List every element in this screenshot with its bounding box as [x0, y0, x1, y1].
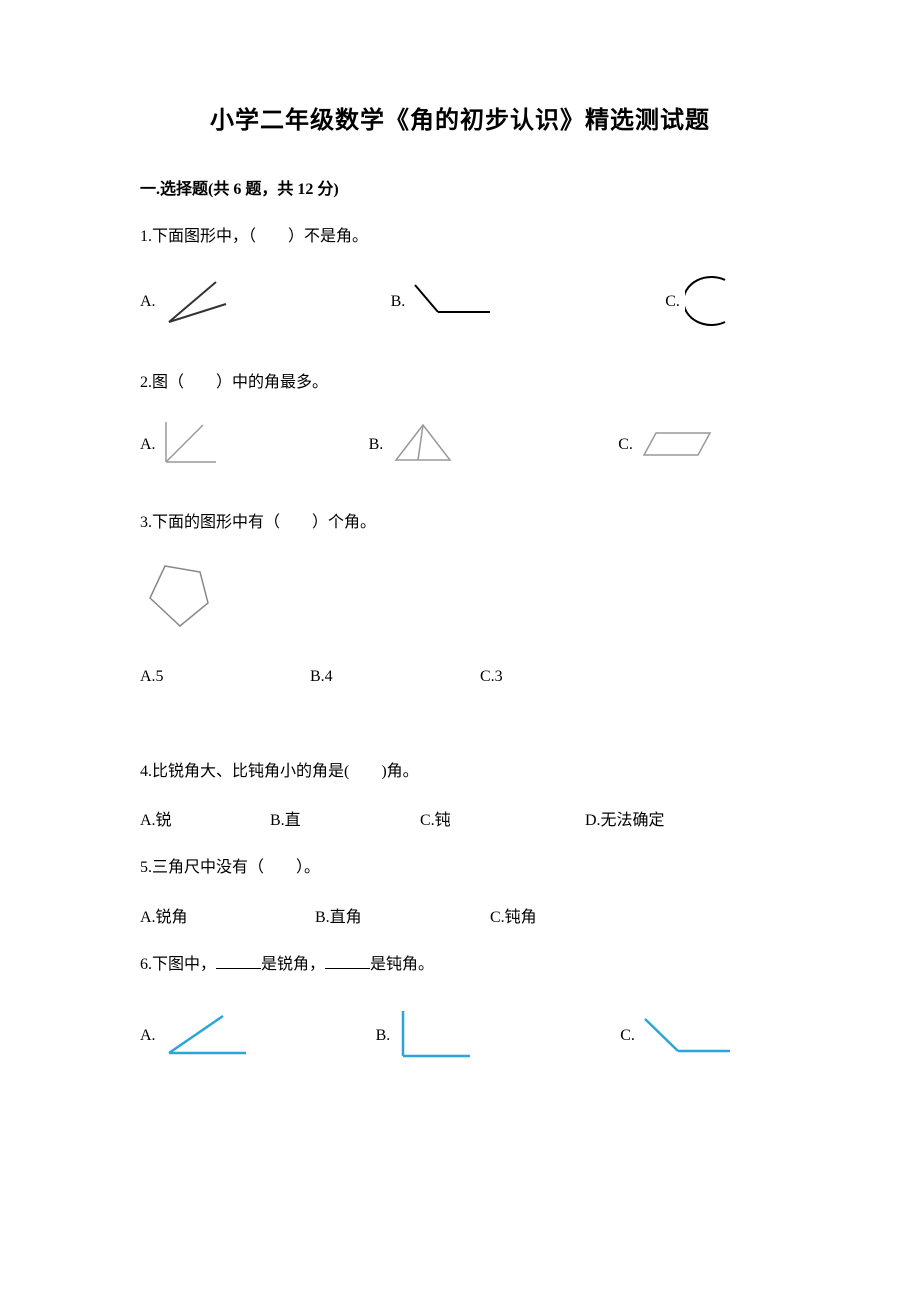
parallelogram-icon	[638, 425, 718, 465]
q2-option-a: A.	[140, 417, 221, 472]
q3-option-b: B.4	[310, 668, 480, 686]
q6-option-c: C.	[620, 1011, 735, 1061]
question-3-options: A.5 B.4 C.3	[140, 668, 780, 686]
q2-b-label: B.	[369, 436, 384, 454]
q6-text-before: 6.下图中，	[140, 956, 216, 973]
question-1-options: A. B. C.	[140, 272, 780, 332]
q2-option-c: C.	[618, 425, 718, 465]
q1-option-c: C.	[665, 272, 735, 332]
spacer	[140, 724, 780, 759]
obtuse-angle-icon	[410, 277, 495, 327]
pentagon-icon	[140, 558, 220, 638]
q4-option-c: C.钝	[420, 806, 585, 830]
q6-c-label: C.	[620, 1027, 635, 1045]
q1-a-label: A.	[140, 293, 156, 311]
right-angle-blue-icon	[395, 1006, 475, 1066]
obtuse-angle-blue-icon	[640, 1011, 735, 1061]
question-6-text: 6.下图中， 是锐角， 是钝角。	[140, 952, 780, 978]
question-1-text: 1.下面图形中，（ ）不是角。	[140, 224, 780, 250]
question-3-text: 3.下面的图形中有（ ）个角。	[140, 510, 780, 536]
question-5-text: 5.三角尺中没有（ ）。	[140, 855, 780, 881]
document-title: 小学二年级数学《角的初步认识》精选测试题	[140, 100, 780, 135]
three-rays-icon	[161, 417, 221, 472]
q2-c-label: C.	[618, 436, 633, 454]
q4-option-d: D.无法确定	[585, 806, 665, 830]
question-4-options: A.锐 B.直 C.钝 D.无法确定	[140, 806, 780, 830]
question-4-text: 4.比锐角大、比钝角小的角是( )角。	[140, 759, 780, 785]
q6-a-label: A.	[140, 1027, 156, 1045]
blank-field	[325, 953, 370, 969]
question-2-options: A. B. C.	[140, 417, 780, 472]
arc-icon	[685, 272, 735, 332]
q5-option-b: B.直角	[315, 903, 490, 927]
q6-b-label: B.	[376, 1027, 391, 1045]
section-header: 一.选择题(共 6 题，共 12 分)	[140, 175, 780, 199]
q3-option-a: A.5	[140, 668, 310, 686]
question-6-options: A. B. C.	[140, 1006, 780, 1066]
question-3-figure	[140, 558, 780, 638]
q5-option-a: A.锐角	[140, 903, 315, 927]
q5-option-c: C.钝角	[490, 903, 537, 927]
q4-option-a: A.锐	[140, 806, 270, 830]
question-2-text: 2.图（ ）中的角最多。	[140, 370, 780, 396]
q6-text-mid: 是锐角，	[261, 956, 325, 973]
question-5-options: A.锐角 B.直角 C.钝角	[140, 903, 780, 927]
q4-option-b: B.直	[270, 806, 420, 830]
q6-option-b: B.	[376, 1006, 476, 1066]
q6-option-a: A.	[140, 1008, 251, 1063]
q2-a-label: A.	[140, 436, 156, 454]
q1-option-a: A.	[140, 272, 231, 332]
q1-option-b: B.	[391, 277, 496, 327]
blank-field	[216, 953, 261, 969]
acute-angle-blue-icon	[161, 1008, 251, 1063]
q6-text-after: 是钝角。	[370, 956, 434, 973]
triangle-with-altitude-icon	[388, 420, 458, 470]
q2-option-b: B.	[369, 420, 459, 470]
angle-acute-icon	[161, 272, 231, 332]
q1-c-label: C.	[665, 293, 680, 311]
q1-b-label: B.	[391, 293, 406, 311]
q3-option-c: C.3	[480, 668, 503, 686]
